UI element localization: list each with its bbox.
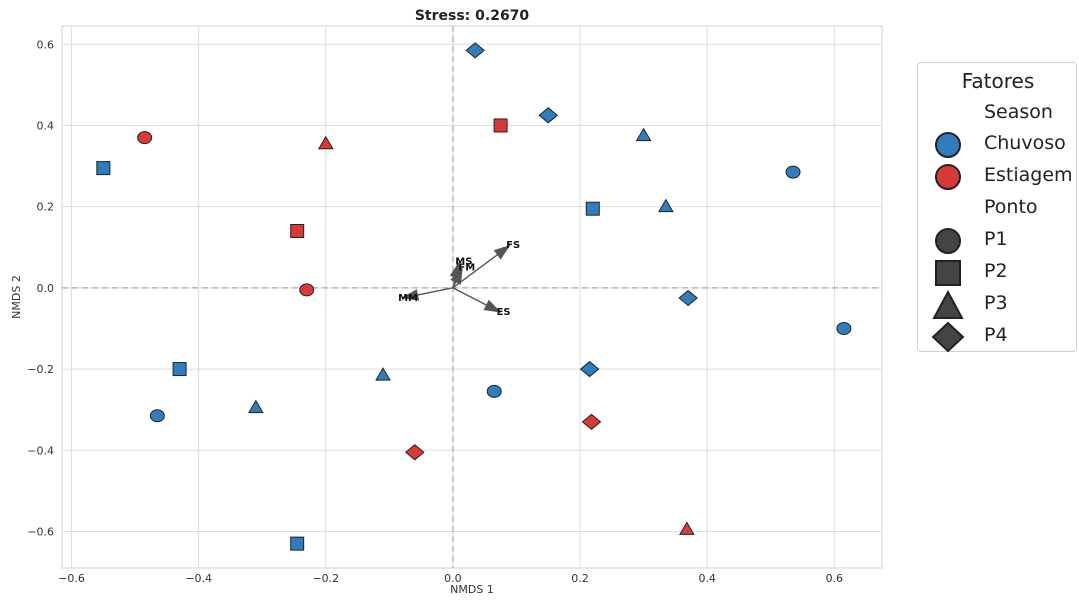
x-tick-label: −0.4 xyxy=(185,572,212,585)
data-point-p1-chuvoso xyxy=(486,384,502,398)
y-tick-label: −0.2 xyxy=(27,363,54,376)
vector-fm-arrowhead xyxy=(450,266,463,285)
vector-fm-label: FM xyxy=(458,263,475,274)
data-point-p2-estiagem xyxy=(290,224,305,239)
vector-mm-arrowhead xyxy=(401,289,420,301)
y-tick-label: −0.4 xyxy=(27,444,54,457)
legend-label-p3: P3 xyxy=(984,292,1008,314)
legend: Fatores Season Chuvoso Estiagem Ponto P1 xyxy=(917,62,1078,353)
data-point-p1-chuvoso xyxy=(149,409,165,423)
legend-season-heading: Season xyxy=(984,101,1053,123)
data-point-p2-chuvoso xyxy=(96,161,111,176)
vector-es-arrowhead xyxy=(483,299,502,313)
y-tick-label: 0.4 xyxy=(37,119,55,132)
legend-item-p3: P3 xyxy=(918,289,1078,321)
legend-label-p1: P1 xyxy=(984,228,1008,250)
y-tick-label: −0.6 xyxy=(27,525,54,538)
data-point-p3-chuvoso xyxy=(658,198,674,213)
data-point-p3-chuvoso xyxy=(635,127,652,142)
vector-mm-label: MM xyxy=(398,293,418,304)
circle-icon xyxy=(935,164,961,190)
x-tick-label: −0.6 xyxy=(58,572,85,585)
x-tick-label: 0.4 xyxy=(698,572,716,585)
data-point-p4-estiagem xyxy=(581,413,602,430)
legend-item-p4: P4 xyxy=(918,321,1078,353)
data-point-p4-chuvoso xyxy=(579,360,600,378)
legend-ponto-heading: Ponto xyxy=(984,196,1038,218)
legend-item-p2: P2 xyxy=(918,257,1078,289)
data-point-p2-chuvoso xyxy=(290,536,305,551)
diamond-icon xyxy=(932,321,965,353)
x-tick-label: 0.6 xyxy=(826,572,844,585)
data-point-p1-chuvoso xyxy=(836,321,852,335)
data-point-p1-estiagem xyxy=(137,131,153,145)
legend-item-p1: P1 xyxy=(918,225,1078,257)
x-axis-label: NMDS 1 xyxy=(450,583,494,596)
data-point-p3-chuvoso xyxy=(248,399,264,414)
square-icon xyxy=(935,260,961,286)
vector-fs-arrowhead xyxy=(493,244,511,260)
vector-fm-shaft xyxy=(452,281,457,289)
x-tick-label: 0.0 xyxy=(444,572,462,585)
data-point-p3-estiagem xyxy=(678,521,695,535)
circle-icon xyxy=(935,228,961,254)
triangle-icon xyxy=(932,289,964,319)
vector-fs-label: FS xyxy=(506,240,520,251)
vector-es-shaft xyxy=(452,287,487,306)
y-tick-label: 0.0 xyxy=(37,282,55,295)
legend-label-p2: P2 xyxy=(984,260,1008,282)
data-point-p4-chuvoso xyxy=(678,289,698,307)
data-point-p3-estiagem xyxy=(317,135,334,150)
legend-item-chuvoso: Chuvoso xyxy=(918,129,1078,161)
legend-item-estiagem: Estiagem xyxy=(918,161,1078,193)
legend-label-chuvoso: Chuvoso xyxy=(984,132,1066,154)
chart-title: Stress: 0.2670 xyxy=(415,8,530,24)
data-point-p1-chuvoso xyxy=(785,165,801,179)
y-axis-label: NMDS 2 xyxy=(10,275,23,319)
data-point-p2-chuvoso xyxy=(172,362,187,377)
vector-mm-shaft xyxy=(417,287,454,296)
data-point-p2-estiagem xyxy=(493,118,508,133)
y-tick-label: 0.2 xyxy=(37,201,55,214)
data-point-p1-estiagem xyxy=(299,283,315,297)
x-tick-label: −0.2 xyxy=(312,572,339,585)
legend-label-p4: P4 xyxy=(984,324,1008,346)
x-tick-label: 0.2 xyxy=(571,572,589,585)
data-point-p4-estiagem xyxy=(405,444,425,461)
y-tick-label: 0.6 xyxy=(37,38,55,51)
data-point-p2-chuvoso xyxy=(585,201,600,216)
circle-icon xyxy=(935,132,961,158)
data-point-p4-chuvoso xyxy=(538,107,559,124)
legend-title: Fatores xyxy=(961,69,1035,93)
data-point-p3-chuvoso xyxy=(375,367,391,381)
vector-es-label: ES xyxy=(497,307,511,318)
data-point-p4-chuvoso xyxy=(465,42,485,59)
legend-label-estiagem: Estiagem xyxy=(984,164,1073,186)
vector-ms-label: MS xyxy=(455,256,472,267)
